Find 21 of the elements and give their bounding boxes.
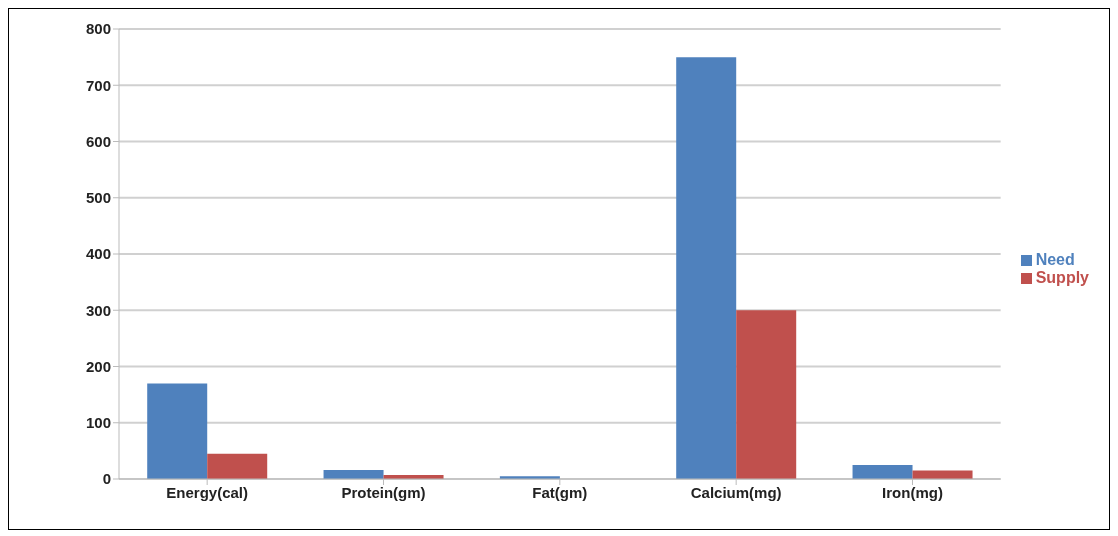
x-tick-label: Fat(gm) (532, 483, 588, 501)
x-tick-label: Protein(gm) (341, 483, 426, 501)
bar (852, 464, 913, 479)
bar (736, 310, 797, 479)
y-tick-label: 600 (85, 132, 111, 150)
bar (147, 383, 208, 479)
y-tick-label: 400 (85, 245, 111, 263)
y-tick-label: 100 (85, 414, 111, 432)
legend-label: Supply (1035, 269, 1089, 286)
x-tick-label: Energy(cal) (166, 483, 249, 501)
y-tick-label: 500 (85, 189, 111, 207)
x-tick-label: Iron(mg) (882, 483, 943, 501)
y-tick-label: 300 (85, 301, 111, 319)
y-tick-label: 0 (102, 470, 111, 488)
bar (207, 453, 268, 479)
y-tick-label: 800 (85, 20, 111, 38)
y-tick-label: 700 (85, 76, 111, 94)
y-tick-label: 200 (85, 357, 111, 375)
legend-label: Need (1035, 251, 1075, 268)
bar (676, 57, 737, 479)
x-tick-label: Calcium(mg) (690, 483, 782, 501)
